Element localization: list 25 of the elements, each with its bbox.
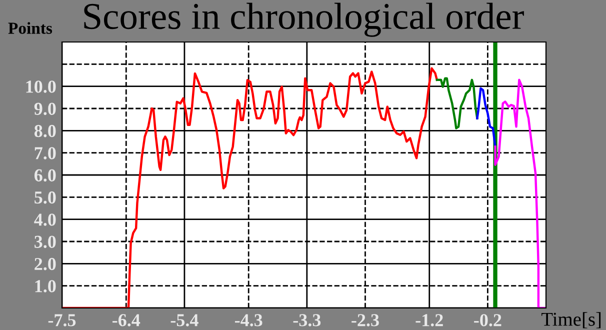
- y-tick-label: 5.0: [34, 191, 56, 204]
- y-tick-label: 3.0: [34, 236, 56, 248]
- x-tick-label: -3.3: [293, 314, 321, 326]
- y-axis-title: Points: [8, 22, 52, 34]
- chart-title: Scores in chronological order: [84, 2, 524, 37]
- x-tick-label: -6.4: [112, 314, 140, 326]
- line-series: [476, 87, 496, 148]
- x-axis-title: Time[s]: [541, 312, 601, 328]
- y-tick-label: 4.0: [34, 214, 56, 226]
- line-series: [62, 67, 438, 308]
- y-tick-label: 9.0: [34, 102, 56, 116]
- line-series: [436, 77, 478, 130]
- line-series: [494, 78, 546, 308]
- y-tick-label: 7.0: [34, 147, 56, 160]
- y-tick-label: 6.0: [34, 169, 56, 182]
- x-tick-label: -7.5: [48, 314, 76, 326]
- y-tick-label: 1.0: [35, 280, 56, 292]
- y-tick-label: 10.0: [26, 80, 56, 93]
- x-tick-label: -0.2: [474, 314, 502, 326]
- x-tick-label: -1.2: [416, 314, 443, 326]
- x-tick-label: -4.3: [234, 314, 262, 326]
- y-tick-label: 8.0: [34, 124, 56, 138]
- y-tick-label: 2.0: [34, 258, 56, 270]
- x-tick-label: -2.3: [352, 314, 379, 326]
- x-tick-label: -5.4: [170, 314, 198, 326]
